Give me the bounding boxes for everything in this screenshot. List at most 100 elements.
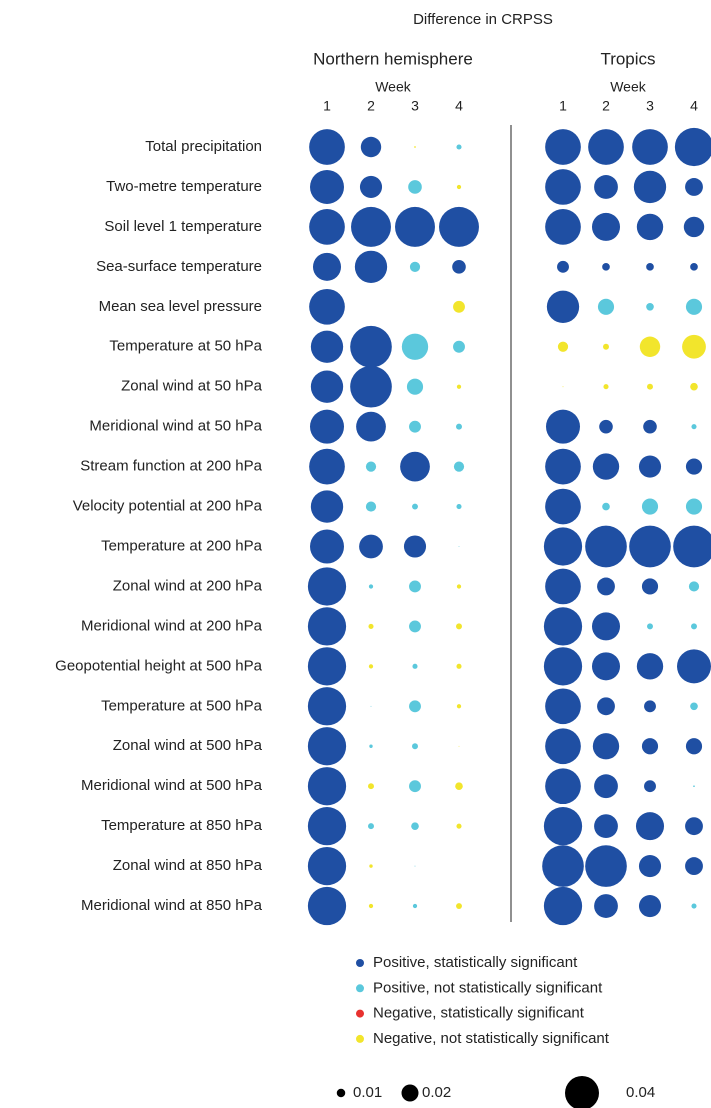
bubble: [350, 365, 392, 408]
bubble: [585, 845, 627, 887]
bubble: [685, 498, 703, 515]
row-label: Zonal wind at 850 hPa: [113, 857, 263, 874]
bubble: [585, 525, 627, 568]
bubble: [592, 453, 620, 480]
bubble: [690, 382, 698, 391]
bubble: [406, 378, 424, 395]
bubble: [455, 782, 463, 791]
bubble: [456, 184, 462, 190]
bubble: [409, 700, 421, 713]
bubble: [453, 300, 465, 313]
bubble: [545, 169, 581, 205]
bubble: [636, 653, 664, 680]
row-label: Soil level 1 temperature: [104, 218, 262, 235]
bubble: [412, 743, 418, 750]
bubble: [685, 178, 703, 196]
bubble: [309, 209, 345, 245]
bubble: [691, 424, 697, 430]
bubble: [307, 807, 347, 846]
x-tick-label: 2: [367, 98, 375, 114]
legend-label: Negative, statistically significant: [373, 1005, 585, 1022]
chart-title: Difference in CRPSS: [413, 11, 553, 28]
bubble: [644, 700, 656, 713]
bubble: [677, 649, 711, 684]
bubble: [412, 903, 418, 909]
x-tick-label: 3: [646, 98, 654, 114]
bubble: [307, 687, 347, 726]
bubble: [458, 546, 460, 547]
bubble: [368, 823, 374, 830]
row-label: Geopotential height at 500 hPa: [55, 657, 262, 674]
bubble: [310, 370, 344, 403]
bubble: [370, 705, 372, 707]
bubble: [439, 206, 479, 247]
bubble: [395, 206, 435, 247]
bubble: [456, 423, 462, 430]
bubble: [688, 581, 700, 592]
bubble: [673, 525, 711, 568]
bubble: [641, 498, 659, 515]
panel-title: Tropics: [600, 49, 655, 68]
bubble: [412, 663, 418, 669]
bubble: [685, 817, 703, 836]
bubble: [693, 785, 695, 788]
bubble: [310, 330, 344, 363]
bubble: [456, 504, 462, 510]
bubble: [453, 340, 465, 353]
bubble: [592, 733, 620, 760]
bubble: [562, 386, 564, 388]
bubble: [545, 209, 581, 245]
bubble: [307, 567, 347, 606]
bubble: [356, 411, 386, 442]
size-legend-bubble: [565, 1076, 599, 1108]
bubble: [456, 584, 462, 589]
size-legend-label: 0.04: [626, 1084, 655, 1101]
bubble: [408, 180, 422, 194]
legend-label: Positive, not statistically significant: [373, 979, 603, 996]
bubble: [309, 129, 345, 165]
bubble: [452, 260, 466, 274]
size-legend-bubble: [336, 1088, 346, 1098]
bubble: [685, 738, 703, 755]
bubble: [309, 288, 345, 325]
row-label: Sea-surface temperature: [96, 258, 262, 275]
bubble: [690, 263, 698, 271]
bubble: [599, 419, 613, 434]
bubble: [368, 783, 374, 790]
x-axis-label: Week: [375, 79, 412, 95]
bubble: [456, 623, 462, 630]
bubble: [685, 298, 703, 315]
bubble: [546, 290, 580, 323]
row-label: Meridional wind at 50 hPa: [89, 418, 262, 435]
bubble: [456, 704, 462, 709]
x-tick-label: 1: [323, 98, 331, 114]
bubble: [543, 607, 583, 646]
bubble: [309, 448, 345, 485]
bubble: [629, 525, 671, 568]
row-label: Total precipitation: [145, 138, 262, 155]
bubble: [638, 855, 662, 878]
bubble: [310, 490, 344, 523]
bubble: [369, 864, 373, 868]
bubble: [643, 419, 657, 434]
bubble: [546, 409, 580, 444]
bubble: [403, 535, 427, 558]
bubble: [307, 886, 347, 926]
bubble: [351, 206, 391, 247]
bubble: [456, 823, 462, 829]
bubble: [543, 807, 583, 846]
bubble: [685, 857, 703, 876]
bubble: [545, 568, 581, 605]
legend-swatch: [356, 959, 364, 967]
bubble: [674, 127, 711, 167]
bubble: [646, 302, 654, 311]
bubble: [545, 688, 581, 725]
bubble: [409, 420, 421, 433]
bubble: [641, 578, 659, 595]
bubble: [412, 503, 418, 510]
x-tick-label: 2: [602, 98, 610, 114]
bubble: [368, 623, 374, 629]
x-tick-label: 3: [411, 98, 419, 114]
bubble: [691, 623, 697, 630]
